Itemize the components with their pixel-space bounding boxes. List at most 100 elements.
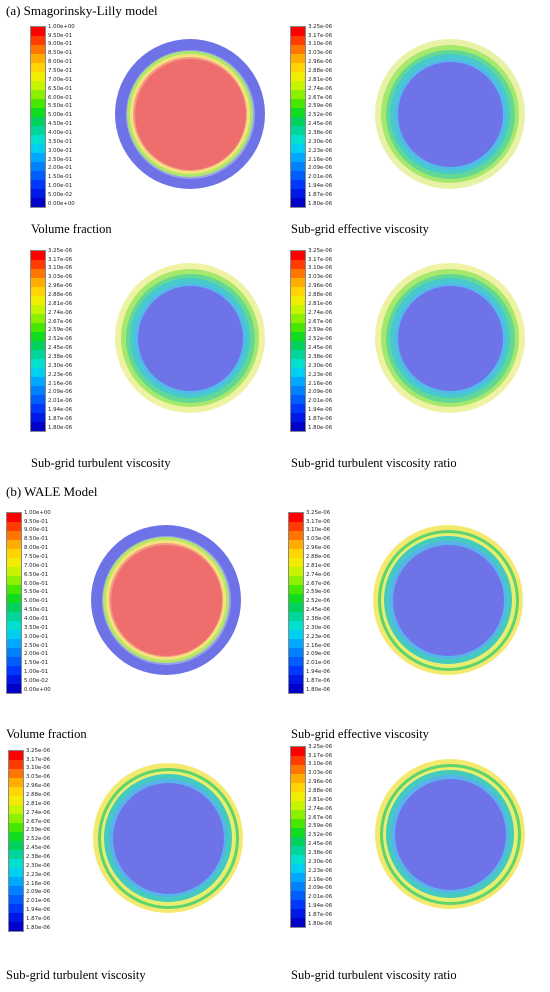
colorbar-swatch: [7, 648, 21, 657]
contour-ring: [392, 544, 504, 656]
colorbar-swatch: [31, 404, 45, 413]
colorbar-tick-label: 2.52e-06: [306, 598, 331, 605]
colorbar-tick-label: 2.01e-06: [48, 398, 73, 405]
colorbar-swatch: [289, 603, 303, 612]
colorbar-swatch: [291, 377, 305, 386]
colorbar-swatch: [291, 36, 305, 45]
colorbar-swatch: [291, 296, 305, 305]
colorbar-tick-label: 3.50e-01: [24, 624, 49, 631]
section-b-title: (b) WALE Model: [6, 484, 98, 499]
colorbar-tick-label: 2.38e-06: [308, 130, 333, 137]
colorbar-tick-label: 1.94e-06: [48, 407, 73, 414]
colorbar-tick-label: 9.00e-01: [48, 41, 73, 48]
panel-a-volume-fraction: 1.00e+00 9.50e-01 9.00e-01 8.50e-01 8.00e-01…: [30, 24, 305, 258]
colorbar-swatch: [31, 162, 45, 171]
colorbar-swatch: [291, 323, 305, 332]
colorbar-tick-label: 5.50e-01: [48, 103, 73, 110]
colorbar-swatch: [7, 540, 21, 549]
colorbar-tick-label: 2.96e-06: [26, 783, 51, 790]
colorbar-swatch: [291, 180, 305, 189]
colorbar-swatch: [7, 657, 21, 666]
colorbar-tick-label: 2.67e-06: [308, 814, 333, 821]
colorbar-tick-label: 3.25e-06: [26, 747, 51, 754]
colorbar-tick-label: 2.16e-06: [306, 642, 331, 649]
colorbar-swatch: [7, 630, 21, 639]
colorbar-ticks: 3.25e-06 3.17e-06 3.10e-06 3.03e-06 2.96e-06…: [26, 747, 50, 933]
colorbar-tick-label: 2.52e-06: [308, 112, 333, 119]
colorbar-swatch: [291, 792, 305, 801]
colorbar-tick-label: 9.50e-01: [24, 518, 49, 525]
colorbar-swatch: [7, 585, 21, 594]
colorbar-swatch: [291, 198, 305, 207]
colorbar-tick-label: 2.16e-06: [308, 156, 333, 163]
colorbar-swatch: [291, 756, 305, 765]
colorbar-tick-label: 1.80e-06: [308, 424, 333, 431]
colorbar-tick-label: 6.00e-01: [48, 94, 73, 101]
colorbar-swatch: [7, 531, 21, 540]
contour-ring: [134, 58, 246, 170]
colorbar-swatch: [289, 630, 303, 639]
colorbar-swatch: [9, 760, 23, 769]
colorbar-swatch: [289, 522, 303, 531]
colorbar-swatch: [291, 99, 305, 108]
colorbar-swatch: [9, 886, 23, 895]
colorbar-swatch: [31, 198, 45, 207]
colorbar-swatch: [9, 796, 23, 805]
colorbar-tick-label: 2.45e-06: [308, 841, 333, 848]
colorbar-tick-label: 3.17e-06: [308, 752, 333, 759]
colorbar-tick-label: 1.87e-06: [308, 192, 333, 199]
colorbar-swatch: [291, 126, 305, 135]
colorbar-swatch: [9, 751, 23, 760]
colorbar-tick-label: 1.80e-06: [308, 200, 333, 207]
colorbar-tick-label: 3.03e-06: [48, 274, 73, 281]
colorbar-tick-label: 2.52e-06: [308, 336, 333, 343]
colorbar: [290, 746, 306, 928]
colorbar-tick-label: 8.50e-01: [24, 536, 49, 543]
colorbar-swatch: [31, 359, 45, 368]
colorbar-tick-label: 1.00e-01: [48, 183, 73, 190]
panel-a-effective-viscosity: 3.25e-06 3.17e-06 3.10e-06 3.03e-06 2.96e-06…: [290, 24, 550, 258]
colorbar-swatch: [289, 585, 303, 594]
colorbar-swatch: [31, 90, 45, 99]
colorbar-tick-label: 2.96e-06: [306, 545, 331, 552]
colorbar-swatch: [9, 769, 23, 778]
contour-ring: [110, 544, 222, 656]
colorbar-tick-label: 2.09e-06: [308, 165, 333, 172]
colorbar-tick-label: 1.94e-06: [306, 669, 331, 676]
colorbar-tick-label: 3.10e-06: [26, 765, 51, 772]
colorbar-tick-label: 3.00e-01: [48, 147, 73, 154]
colorbar-tick-label: 1.94e-06: [308, 407, 333, 414]
colorbar-tick-label: 2.52e-06: [308, 832, 333, 839]
colorbar-swatch: [9, 913, 23, 922]
colorbar-swatch: [289, 639, 303, 648]
colorbar-swatch: [31, 350, 45, 359]
colorbar-tick-label: 2.09e-06: [26, 889, 51, 896]
colorbar-tick-label: 2.96e-06: [308, 59, 333, 66]
colorbar-tick-label: 5.00e-01: [48, 112, 73, 119]
colorbar-swatch: [31, 413, 45, 422]
colorbar-tick-label: 2.88e-06: [48, 292, 73, 299]
colorbar-tick-label: 1.50e-01: [24, 660, 49, 667]
colorbar-swatch: [9, 895, 23, 904]
colorbar-tick-label: 3.17e-06: [306, 518, 331, 525]
colorbar-tick-label: 8.50e-01: [48, 50, 73, 57]
colorbar-tick-label: 3.10e-06: [308, 761, 333, 768]
colorbar-tick-label: 2.23e-06: [308, 147, 333, 154]
colorbar-tick-label: 1.80e-06: [48, 424, 73, 431]
colorbar-ticks: 1.00e+00 9.50e-01 9.00e-01 8.50e-01 8.00e-01…: [24, 509, 51, 695]
colorbar-swatch: [291, 350, 305, 359]
colorbar-swatch: [7, 603, 21, 612]
colorbar-swatch: [291, 386, 305, 395]
colorbar-tick-label: 2.81e-06: [306, 562, 331, 569]
colorbar-tick-label: 4.00e-01: [48, 130, 73, 137]
colorbar-tick-label: 2.81e-06: [48, 300, 73, 307]
colorbar: [8, 750, 24, 932]
colorbar-swatch: [9, 778, 23, 787]
colorbar-swatch: [31, 305, 45, 314]
colorbar-tick-label: 1.80e-06: [308, 920, 333, 927]
colorbar-swatch: [31, 278, 45, 287]
colorbar-swatch: [9, 904, 23, 913]
colorbar-tick-label: 5.00e-02: [48, 192, 73, 199]
colorbar-tick-label: 4.50e-01: [24, 607, 49, 614]
colorbar-tick-label: 2.74e-06: [308, 309, 333, 316]
